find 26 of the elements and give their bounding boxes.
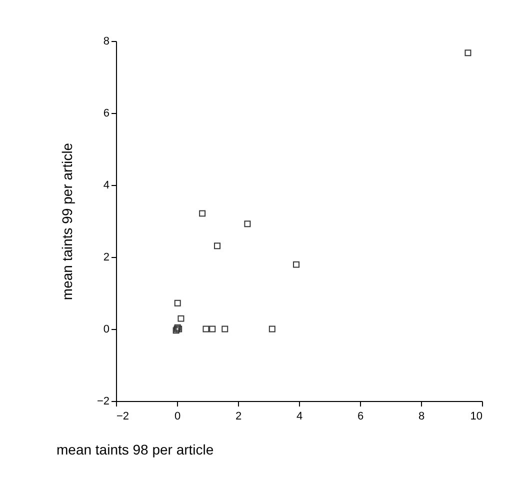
- y-tick-label: 8: [103, 36, 110, 48]
- x-tick-label: −2: [116, 410, 130, 422]
- y-tick-label: −2: [96, 396, 110, 408]
- y-tick-label: 6: [103, 108, 110, 120]
- point: [209, 326, 216, 332]
- point: [202, 326, 210, 332]
- point: [199, 210, 206, 217]
- x-tick-label: 0: [174, 410, 181, 422]
- point: [214, 242, 220, 250]
- x-axis-title: mean taints 98 per article: [56, 442, 214, 458]
- y-tick-label: 0: [103, 324, 110, 336]
- x-tick-label: 8: [418, 410, 425, 422]
- point: [174, 300, 181, 306]
- x-tick-label: 2: [235, 410, 242, 422]
- point: [222, 326, 228, 332]
- y-tick-label: 4: [103, 180, 110, 192]
- x-tick-label: 4: [296, 410, 303, 422]
- point: [178, 315, 184, 322]
- y-tick-label: 2: [103, 252, 110, 264]
- point: [268, 326, 276, 332]
- point: [244, 220, 251, 228]
- point: [464, 50, 472, 56]
- x-tick-label: 10: [470, 410, 482, 422]
- x-tick-label: 6: [357, 410, 364, 422]
- y-axis-title: mean taints 99 per article: [58, 142, 75, 300]
- point: [293, 261, 300, 268]
